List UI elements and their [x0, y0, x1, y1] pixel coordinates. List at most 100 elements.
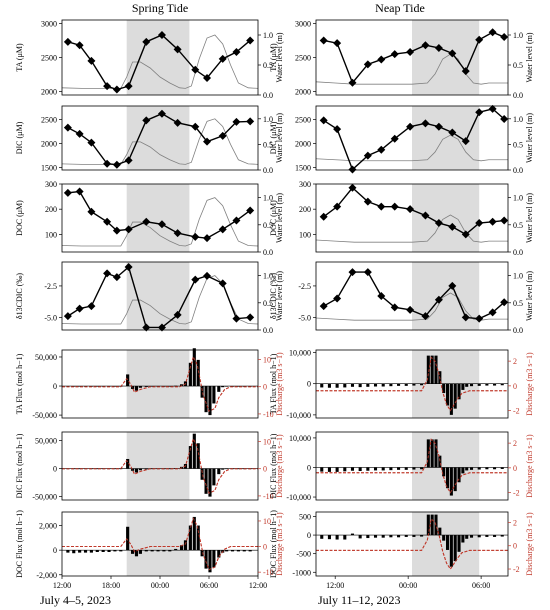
flux-bar	[461, 467, 465, 474]
flux-bar	[320, 467, 324, 472]
ytick-right-label: -2	[513, 407, 520, 416]
xtick-label: 00:00	[151, 581, 169, 590]
data-point	[103, 217, 112, 226]
flux-bar	[327, 467, 331, 472]
data-point	[500, 114, 509, 123]
data-point	[390, 303, 399, 312]
ytick-label: 1500	[295, 164, 311, 173]
flux-bar	[493, 467, 497, 470]
ytick-label: 300	[45, 180, 57, 189]
data-point	[475, 314, 484, 323]
data-point	[203, 73, 212, 82]
data-point	[333, 125, 342, 134]
flux-bar	[78, 386, 82, 387]
ytick-label: 200	[299, 205, 311, 214]
data-point	[448, 49, 457, 58]
ytick-label: 10,000	[289, 348, 311, 357]
axes-frame	[315, 261, 509, 331]
xtick-label: 06:00	[200, 581, 218, 590]
ytick-label: 3000	[295, 19, 311, 28]
data-point	[348, 183, 357, 192]
flux-bar	[134, 468, 139, 473]
flux-bar	[457, 535, 461, 552]
flux-bar	[500, 535, 504, 537]
data-point	[191, 275, 200, 284]
flux-bar	[156, 550, 160, 552]
concentration-line	[67, 190, 251, 239]
data-point	[142, 116, 151, 125]
flux-bar	[320, 383, 324, 388]
data-point	[124, 82, 133, 91]
data-point	[142, 217, 151, 226]
date-label-neap: July 11–12, 2023	[318, 593, 401, 607]
flux-bar	[113, 386, 117, 387]
data-point	[348, 165, 357, 174]
ytick-label: 2500	[295, 54, 311, 63]
data-point	[448, 128, 457, 137]
data-point	[390, 50, 399, 59]
ylabel-right: Water level (m)	[275, 32, 284, 82]
data-point	[203, 271, 212, 280]
flux-bar	[343, 383, 347, 388]
data-point	[124, 263, 133, 272]
data-point	[112, 160, 121, 169]
flux-bar	[438, 455, 442, 468]
data-point	[103, 269, 112, 278]
data-point	[112, 226, 121, 235]
data-point	[103, 159, 112, 168]
ylabel: DOC Flux (mol h−1)	[15, 510, 24, 578]
flux-bar	[343, 535, 347, 540]
flux-bar	[373, 383, 378, 387]
data-point	[421, 312, 430, 321]
flux-bar	[445, 467, 450, 489]
flux-bar	[200, 550, 204, 557]
flux-bar	[225, 386, 229, 387]
discharge-line-overlay	[62, 355, 258, 412]
ylabel: TA Flux (mol h−1)	[269, 353, 278, 414]
ytick-right-label: 0.5	[513, 221, 523, 230]
data-point	[333, 294, 342, 303]
xtick-label: 12:00	[326, 581, 344, 590]
data-point	[157, 323, 166, 332]
flux-bar	[412, 467, 416, 470]
data-point	[232, 314, 241, 323]
flux-bar	[366, 467, 370, 471]
flux-bar	[381, 535, 385, 538]
flux-bar	[144, 386, 148, 387]
ytick-label: 0	[307, 380, 311, 389]
discharge-line-overlay	[316, 356, 508, 412]
flux-bar	[126, 526, 130, 551]
flux-bar	[449, 535, 453, 567]
flux-bar	[445, 535, 450, 550]
shade-interval	[412, 432, 480, 500]
flux-bar	[434, 439, 438, 468]
flux-bar	[449, 467, 453, 496]
ylabel-right: Discharge (m3 s−1)	[525, 512, 534, 576]
ylabel-right: Discharge (m3 s−1)	[275, 352, 284, 416]
data-point	[191, 232, 200, 241]
data-point	[63, 188, 72, 197]
ytick-right-label: 0.5	[263, 140, 273, 149]
ytick-label: 2500	[41, 115, 57, 124]
concentration-line	[323, 186, 505, 236]
ytick-label: 50,000	[35, 436, 57, 445]
shade-interval	[126, 106, 190, 170]
ytick-label: 500	[299, 512, 311, 521]
ytick-label: 100	[45, 230, 57, 239]
data-point	[246, 36, 255, 45]
flux-bar	[500, 383, 504, 386]
flux-bar	[327, 383, 331, 388]
flux-bar	[461, 383, 465, 390]
data-point	[475, 108, 484, 117]
axes-frame	[61, 431, 259, 501]
flux-bar	[358, 535, 362, 539]
flux-bar	[335, 383, 339, 388]
ytick-label: 0	[307, 463, 311, 472]
flux-bar	[134, 386, 139, 391]
ytick-label: -1000	[292, 568, 311, 577]
ytick-label: -5.0	[44, 313, 57, 322]
flux-bar	[208, 550, 212, 573]
flux-bar	[113, 468, 117, 470]
data-point	[333, 39, 342, 48]
